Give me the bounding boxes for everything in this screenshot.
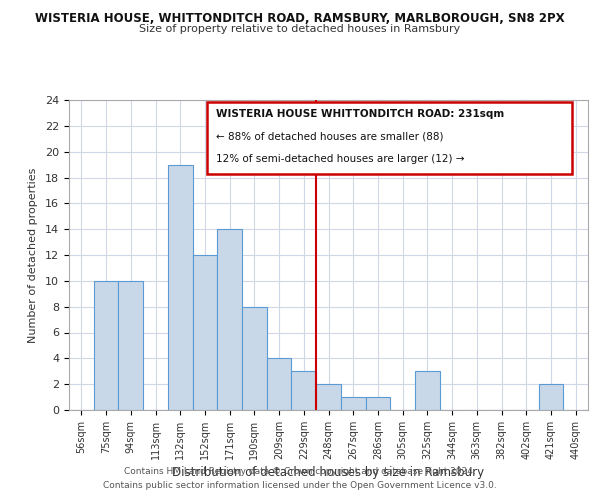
Text: Contains HM Land Registry data © Crown copyright and database right 2024.: Contains HM Land Registry data © Crown c… bbox=[124, 467, 476, 476]
Bar bbox=[217, 229, 242, 410]
Y-axis label: Number of detached properties: Number of detached properties bbox=[28, 168, 38, 342]
Bar bbox=[242, 306, 267, 410]
Bar bbox=[118, 281, 143, 410]
Text: WISTERIA HOUSE WHITTONDITCH ROAD: 231sqm: WISTERIA HOUSE WHITTONDITCH ROAD: 231sqm bbox=[216, 110, 504, 120]
Bar bbox=[539, 384, 563, 410]
Bar bbox=[168, 164, 193, 410]
Bar bbox=[267, 358, 292, 410]
Bar bbox=[292, 371, 316, 410]
X-axis label: Distribution of detached houses by size in Ramsbury: Distribution of detached houses by size … bbox=[172, 466, 485, 479]
Bar bbox=[415, 371, 440, 410]
Text: 12% of semi-detached houses are larger (12) →: 12% of semi-detached houses are larger (… bbox=[216, 154, 464, 164]
Text: Contains public sector information licensed under the Open Government Licence v3: Contains public sector information licen… bbox=[103, 481, 497, 490]
Bar bbox=[365, 397, 390, 410]
Bar bbox=[341, 397, 365, 410]
Text: WISTERIA HOUSE, WHITTONDITCH ROAD, RAMSBURY, MARLBOROUGH, SN8 2PX: WISTERIA HOUSE, WHITTONDITCH ROAD, RAMSB… bbox=[35, 12, 565, 26]
Bar bbox=[316, 384, 341, 410]
Bar bbox=[193, 255, 217, 410]
FancyBboxPatch shape bbox=[206, 102, 572, 174]
Text: Size of property relative to detached houses in Ramsbury: Size of property relative to detached ho… bbox=[139, 24, 461, 34]
Text: ← 88% of detached houses are smaller (88): ← 88% of detached houses are smaller (88… bbox=[216, 132, 443, 141]
Bar bbox=[94, 281, 118, 410]
